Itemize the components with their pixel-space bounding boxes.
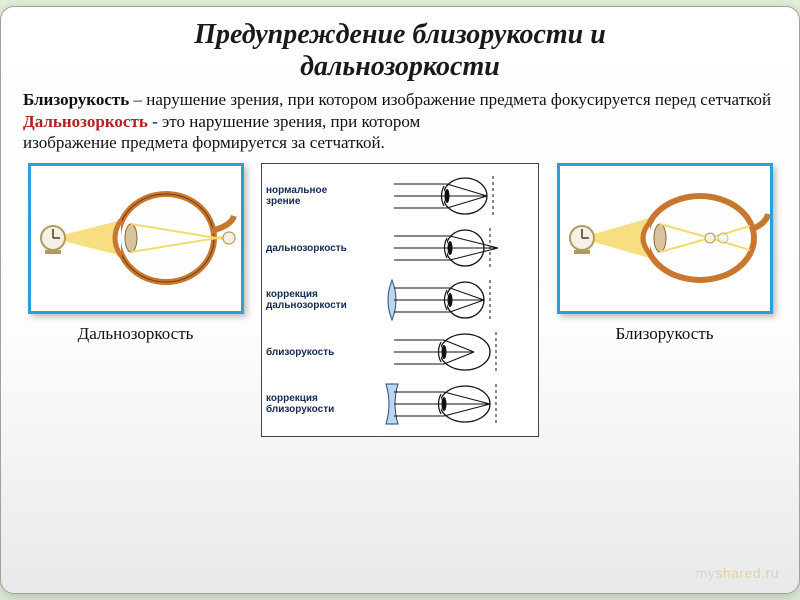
left-panel: Дальнозоркость: [23, 163, 248, 344]
right-eye-frame: [557, 163, 773, 314]
mid-row-svg: [370, 224, 530, 272]
definitions: Близорукость – нарушение зрения, при кот…: [23, 89, 777, 153]
watermark: myshared.ru: [696, 565, 779, 581]
def-hyper: Дальнозоркость - это нарушение зрения, п…: [23, 111, 777, 132]
content-row: Дальнозоркость нормальное зрение дальноз…: [23, 163, 777, 437]
mid-row-label: близорукость: [266, 347, 364, 358]
watermark-my: my: [696, 565, 716, 581]
right-panel: Близорукость: [552, 163, 777, 344]
left-eye-frame: [28, 163, 244, 314]
mid-row: коррекция дальнозоркости: [266, 274, 534, 326]
watermark-shared: shared: [715, 565, 761, 581]
hyperopia-eye-svg: [31, 166, 241, 311]
watermark-ru: .ru: [761, 565, 779, 581]
myopia-eye-svg: [560, 166, 770, 311]
term-hyper: Дальнозоркость: [23, 112, 148, 131]
def-myopia: Близорукость – нарушение зрения, при кот…: [23, 89, 777, 110]
slide-title: Предупреждение близорукости и дальнозорк…: [23, 19, 777, 83]
mid-row-svg: [370, 172, 530, 220]
term-myopia: Близорукость: [23, 90, 129, 109]
title-line1: Предупреждение близорукости и: [194, 19, 606, 50]
mid-row-svg: [370, 328, 530, 376]
mid-row: дальнозоркость: [266, 222, 534, 274]
def-myopia-text: – нарушение зрения, при котором изображе…: [129, 90, 771, 109]
def-hyper-cont: изображение предмета формируется за сетч…: [23, 132, 777, 153]
mid-row-label: коррекция близорукости: [266, 393, 364, 415]
slide-card: Предупреждение близорукости и дальнозорк…: [0, 6, 800, 594]
title-line2: дальнозоркости: [300, 51, 500, 82]
mid-row-svg: [370, 276, 530, 324]
mid-row-label: коррекция дальнозоркости: [266, 289, 364, 311]
left-caption: Дальнозоркость: [23, 324, 248, 344]
center-diagram-panel: нормальное зрение дальнозоркость: [261, 163, 539, 437]
mid-row-svg: [370, 380, 530, 428]
def-hyper-text: - это нарушение зрения, при котором: [148, 112, 421, 131]
right-caption: Близорукость: [552, 324, 777, 344]
mid-row-label: нормальное зрение: [266, 185, 364, 207]
mid-row: коррекция близорукости: [266, 378, 534, 430]
mid-row: близорукость: [266, 326, 534, 378]
mid-row: нормальное зрение: [266, 170, 534, 222]
mid-row-label: дальнозоркость: [266, 243, 364, 254]
